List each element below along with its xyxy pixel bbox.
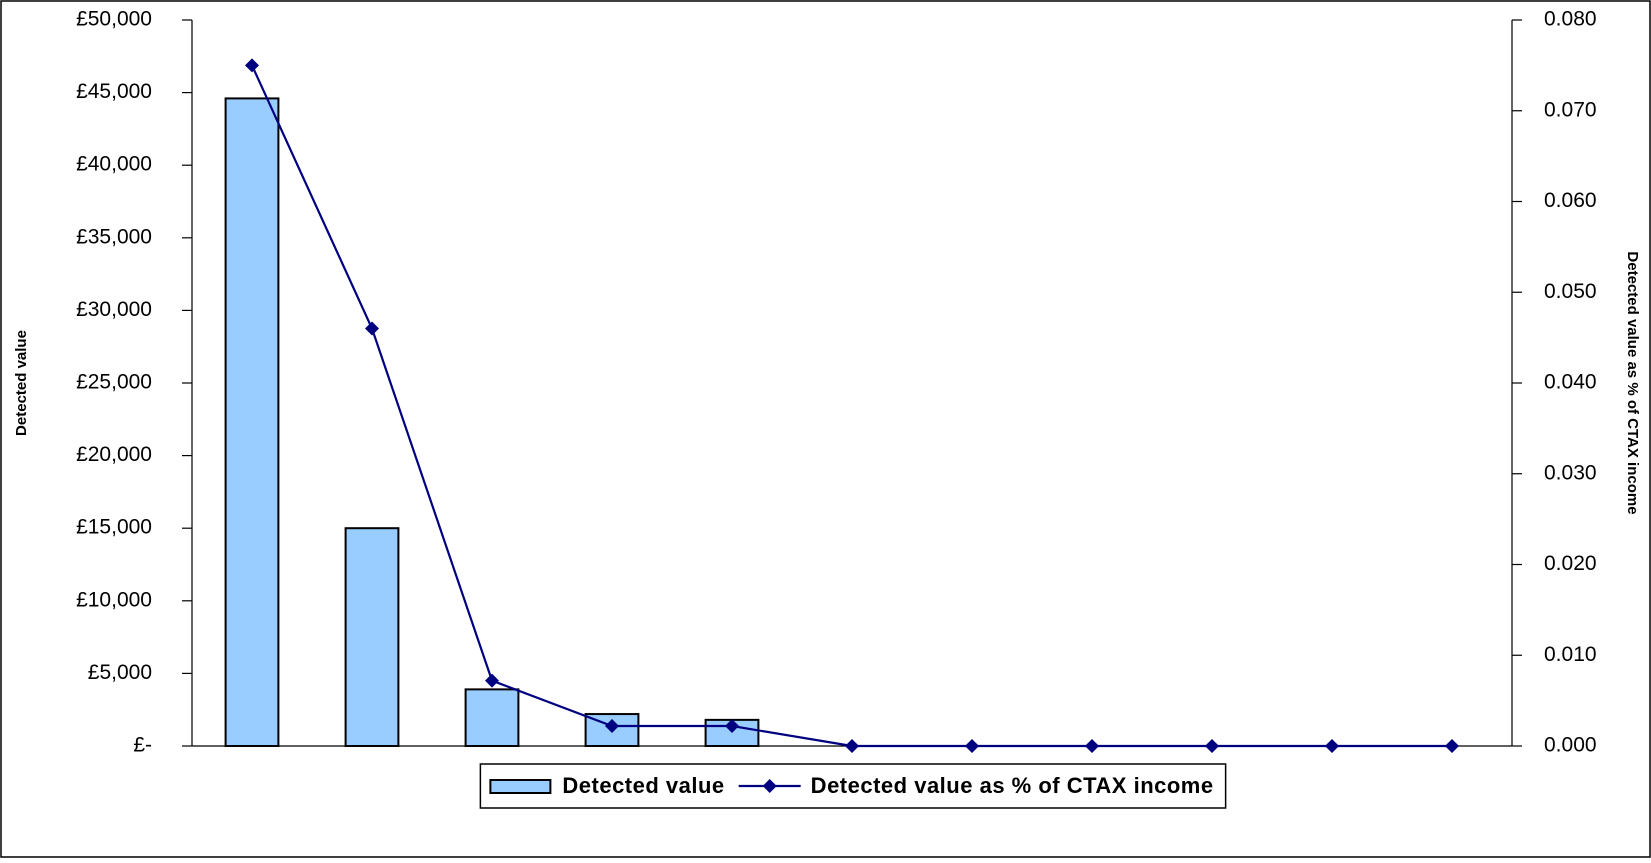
- y2-tick-label: 0.020: [1544, 552, 1597, 575]
- y2-tick-label: 0.030: [1544, 461, 1597, 484]
- y-tick-label: £10,000: [76, 588, 152, 611]
- legend-label: Detected value: [562, 773, 724, 798]
- y-tick-label: £35,000: [76, 225, 152, 248]
- y2-tick-label: 0.060: [1544, 189, 1597, 212]
- bar: [224, 97, 280, 747]
- y-axis-title: Detected value: [13, 330, 30, 436]
- bar: [344, 527, 400, 748]
- line-marker: [1085, 739, 1099, 753]
- line-marker: [1445, 739, 1459, 753]
- legend: Detected value Detected value as % of CTA…: [479, 763, 1227, 809]
- y-tick-label: £45,000: [76, 80, 152, 103]
- y2-tick-label: 0.000: [1544, 734, 1597, 757]
- y2-axis-title: Detected value as % of CTAX income: [1624, 251, 1641, 514]
- line-marker: [845, 739, 859, 753]
- legend-label: Detected value as % of CTAX income: [811, 773, 1214, 798]
- line-marker: [485, 673, 499, 688]
- y2-tick-label: 0.040: [1544, 371, 1597, 394]
- y-tick-label: £25,000: [76, 371, 152, 394]
- y-tick-label: £20,000: [76, 443, 152, 466]
- y-tick-label: £5,000: [88, 661, 152, 684]
- line-marker: [725, 719, 739, 734]
- y2-tick-label: 0.050: [1544, 280, 1597, 303]
- line-marker: [245, 58, 259, 73]
- bar: [464, 688, 520, 748]
- y2-tick-label: 0.070: [1544, 98, 1597, 121]
- line-marker: [605, 719, 619, 734]
- line-marker: [965, 739, 979, 753]
- y-tick-label: £40,000: [76, 153, 152, 176]
- y-tick-label: £-: [133, 734, 152, 757]
- line-marker: [1325, 739, 1339, 753]
- legend-marker: [762, 779, 777, 793]
- line-marker: [1205, 739, 1219, 753]
- legend-swatch: [489, 779, 552, 794]
- y-tick-label: £30,000: [76, 298, 152, 321]
- legend-item: Detected value: [489, 773, 724, 798]
- line-marker: [365, 321, 379, 336]
- y2-tick-label: 0.010: [1544, 643, 1597, 666]
- y-tick-label: £15,000: [76, 516, 152, 539]
- y-tick-label: £50,000: [76, 8, 152, 31]
- legend-box: [479, 763, 1227, 809]
- legend-item: Detected value as % of CTAX income: [738, 773, 1214, 798]
- y2-tick-label: 0.080: [1544, 8, 1597, 31]
